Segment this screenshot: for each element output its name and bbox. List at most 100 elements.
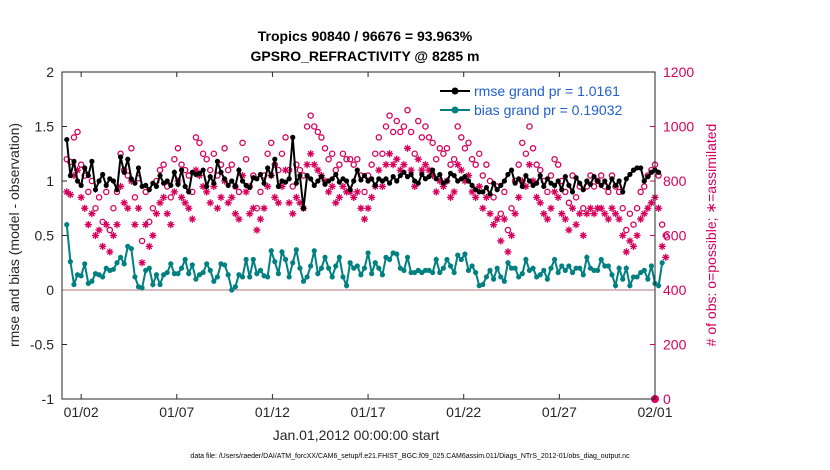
rmse-data-point [551,182,558,188]
obs-possible-marker [640,183,648,190]
bias-data-point [168,261,174,267]
rmse-data-point [523,172,529,179]
obs-possible-marker [630,221,637,228]
bias-data-point [473,269,479,276]
obs-assimilated-marker [353,188,361,196]
rmse-data-point [595,178,601,184]
obs-assimilated-marker [134,204,143,212]
y2-tick-label: 200 [663,337,687,353]
obs-assimilated-marker [633,231,641,240]
obs-assimilated-marker [99,242,107,250]
obs-assimilated-marker [658,242,666,250]
rmse-data-point [397,172,403,179]
rmse-data-point [394,178,400,184]
obs-possible-marker [447,161,454,168]
bias-data-point [200,269,206,276]
rmse-data-point [322,181,328,187]
y2-tick-label: 400 [663,282,687,298]
obs-assimilated-marker [217,193,225,201]
obs-assimilated-marker [619,231,627,240]
obs-assimilated-marker [231,210,239,218]
bias-data-point [516,274,522,280]
obs-assimilated-marker [429,171,437,180]
obs-assimilated-marker [604,215,612,223]
rmse-data-point [265,165,271,171]
bias-data-point [505,260,511,266]
obs-assimilated-marker [568,204,577,212]
rmse-data-point [318,174,325,180]
rmse-data-point [426,174,432,180]
bias-data-point [627,283,633,289]
bias-data-point [361,265,368,271]
rmse-data-point [232,183,238,190]
bias-data-point [132,274,138,280]
bias-data-point [580,272,586,278]
obs-assimilated-marker [163,210,171,218]
rmse-data-point [132,180,138,186]
bias-data-point [541,267,547,273]
bias-data-point [100,274,106,280]
rmse-data-point [114,187,120,193]
rmse-data-point [146,187,152,193]
x-tick-label: 01/17 [351,404,386,420]
bias-data-point [569,269,576,276]
obs-assimilated-marker [235,215,243,223]
obs-assimilated-marker [228,193,236,201]
rmse-data-point [369,176,375,182]
obs-assimilated-marker [152,210,161,218]
rmse-data-point [616,178,622,184]
bias-data-point [437,269,443,276]
bias-data-point [559,263,565,269]
bias-data-point [239,274,246,280]
bias-data-point [67,259,73,265]
obs-possible-marker [174,145,182,152]
obs-possible-marker [167,194,175,201]
bias-data-point [304,274,310,280]
obs-assimilated-marker [314,166,322,174]
rmse-data-point [311,182,317,188]
rmse-data-point [437,171,443,178]
obs-assimilated-marker [177,193,186,201]
obs-assimilated-marker [432,188,440,196]
y-tick-label: 2 [46,64,54,80]
obs-possible-marker [662,232,670,239]
obs-possible-marker [497,210,505,217]
rmse-data-point [580,187,586,193]
obs-possible-marker [554,161,562,168]
rmse-data-point [501,178,507,184]
rmse-data-point [218,169,224,175]
y2-axis-label: # of obs: o=possible; ∗=assimilated [703,124,719,347]
rmse-data-point [487,191,493,197]
obs-possible-marker [346,155,354,163]
bias-data-point [265,274,271,280]
bias-data-point [290,260,296,266]
rmse-data-point [577,180,583,186]
obs-assimilated-marker [525,161,534,169]
chart-title: Tropics 90840 / 96676 = 93.963% [258,28,473,44]
obs-assimilated-marker [364,204,372,212]
obs-assimilated-marker [425,166,433,174]
bias-data-point [164,269,170,276]
obs-possible-marker [311,123,318,130]
obs-assimilated-marker [281,166,290,174]
y2-tick-label: 800 [663,173,687,189]
obs-possible-marker [138,237,146,245]
rmse-data-point [476,189,482,195]
obs-possible-marker [476,150,483,157]
obs-assimilated-marker [124,204,132,212]
rmse-data-point [239,178,246,184]
obs-assimilated-marker [522,182,530,191]
bias-data-point [369,271,375,277]
legend-bias-marker [451,106,459,114]
bias-data-point [322,254,328,260]
obs-assimilated-marker [414,155,422,163]
obs-assimilated-marker [368,193,376,201]
obs-possible-marker [379,150,386,157]
obs-assimilated-marker [489,221,498,229]
bias-data-point [537,272,543,278]
obs-assimilated-marker [256,215,265,223]
bias-data-point [128,245,134,252]
bias-data-point [110,266,117,272]
obs-assimilated-marker [192,166,200,174]
